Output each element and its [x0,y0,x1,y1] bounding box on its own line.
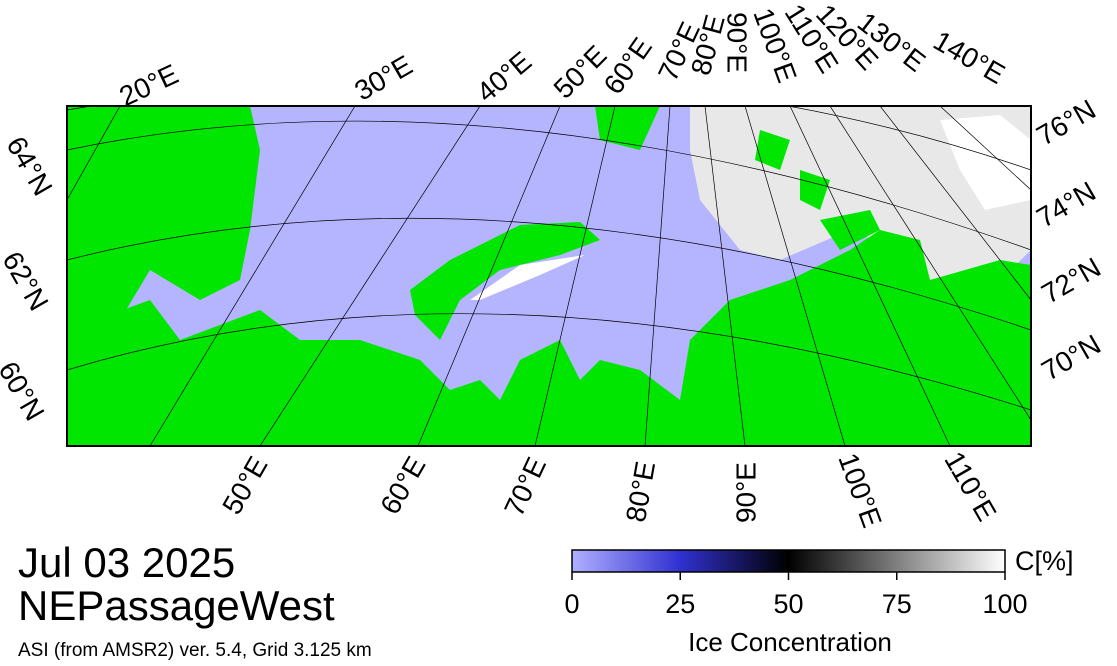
glacier [470,255,585,300]
sea-ice [940,115,1031,210]
graticule-label: 50°E [548,39,613,104]
graticule-label: 62°N [0,246,55,316]
graticule-label: 72°N [1036,251,1106,309]
islands [755,130,880,250]
colorbar-tick-label: 50 [773,589,803,619]
graticule-label: 20°E [115,58,183,112]
map-frame [66,105,1032,447]
graticule-label: 74°N [1031,175,1101,233]
novaya-zemlya [410,222,600,340]
franz-josef-land [595,106,660,150]
graticule [67,106,1031,446]
graticule-label: 60°E [374,451,431,519]
graticule-label: 76°N [1031,93,1101,151]
graticule-label: 100°E [832,449,887,532]
graticule-label: 40°E [471,45,538,108]
colorbar-tick-label: 100 [982,589,1027,619]
graticule-label: 140°E [928,25,1010,90]
graticule-label: 50°E [216,451,273,519]
colorbar-tick-label: 25 [665,589,695,619]
graticule-label: 90°E [730,462,761,523]
subtitle: ASI (from AMSR2) ver. 5.4, Grid 3.125 km [18,640,372,661]
graticule-label: 90°E [722,12,753,73]
colorbar-tick-label: 0 [564,589,579,619]
date: Jul 03 2025 [18,539,235,586]
region: NEPassageWest [18,582,335,629]
colorbar-tick-label: 75 [882,589,912,619]
map-area [67,106,1031,446]
graticule-label: 30°E [349,49,417,106]
colorbar [571,549,1006,573]
graticule-label: 64°N [0,131,58,201]
graticule-label: 80°E [620,459,661,524]
graticule-label: 60°N [0,356,51,426]
land [67,106,260,330]
colorbar-ticks: 0 25 50 75 100 [564,572,1028,619]
graticule-label: 70°E [498,453,552,521]
colorbar-title: Ice Concentration [688,627,892,657]
graticule-label: 110°E [938,446,1002,526]
land [67,230,1031,446]
graticule-label: 70°N [1036,328,1106,386]
colorbar-unit: C[%] [1015,546,1074,576]
